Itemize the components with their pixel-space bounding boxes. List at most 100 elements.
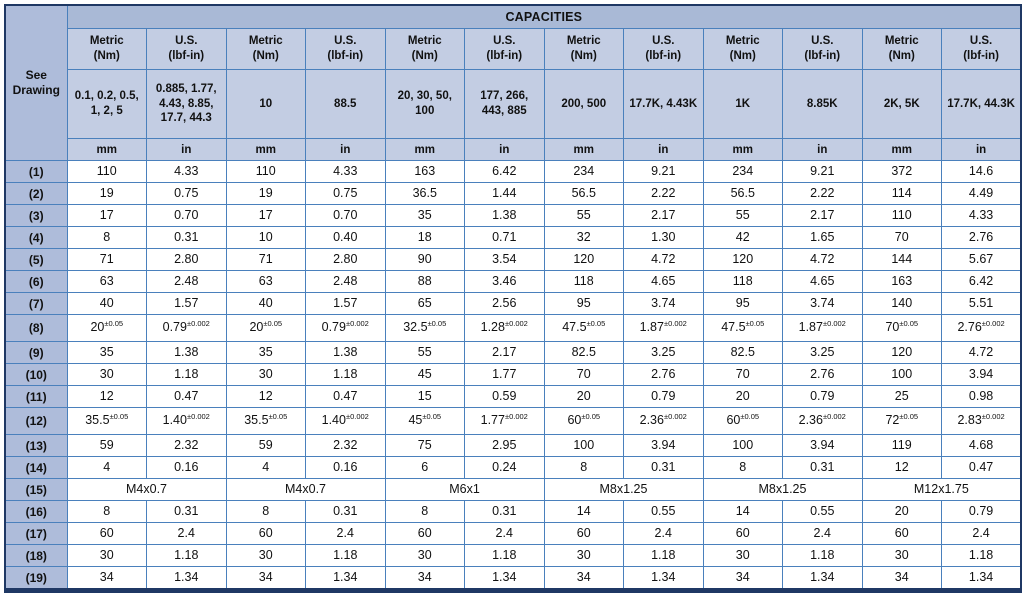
row-label: (5) [4,248,68,271]
tolerance-superscript: ±0.002 [822,411,846,421]
table-cell: 32 [543,226,624,249]
table-cell: 34 [384,566,465,591]
uom-in-label: in [941,138,1022,161]
table-cell: 19 [225,182,306,205]
tolerance-superscript: ±0.002 [822,318,846,328]
metric-unit-header: Metric (Nm) [66,28,147,70]
table-cell: 12 [225,385,306,408]
row-label: (1) [4,160,68,183]
tolerance-superscript: ±0.05 [268,411,288,421]
table-cell: 8 [702,456,783,479]
table-cell: 35 [66,341,147,364]
table-cell: 15 [384,385,465,408]
table-cell: 32.5±0.05 [384,314,465,342]
uom-in-label: in [464,138,545,161]
table-cell: 47.5±0.05 [543,314,624,342]
table-cell: 3.74 [782,292,863,315]
table-cell: 82.5 [543,341,624,364]
capacities-title: CAPACITIES [66,4,1022,29]
tolerance-superscript: ±0.002 [663,411,687,421]
us-capacity-values: 177, 266, 443, 885 [464,69,545,139]
table-cell: 2.76 [623,363,704,386]
table-cell: 30 [225,544,306,567]
table-cell: 30 [384,544,465,567]
table-cell: 34 [66,566,147,591]
table-cell: 95 [543,292,624,315]
table-cell: 95 [702,292,783,315]
table-cell: M4x0.7 [225,478,386,501]
table-cell: 30 [66,544,147,567]
table-cell: 71 [225,248,306,271]
table-cell: 1.18 [782,544,863,567]
table-cell: M8x1.25 [543,478,704,501]
table-cell: 60±0.05 [543,407,624,435]
table-cell: 60 [225,522,306,545]
table-cell: 0.31 [464,500,545,523]
metric-capacity-values: 0.1, 0.2, 0.5, 1, 2, 5 [66,69,147,139]
table-cell: 30 [225,363,306,386]
table-cell: 120 [861,341,942,364]
table-cell: 56.5 [702,182,783,205]
tolerance-superscript: ±0.05 [581,411,601,421]
table-cell: 55 [384,341,465,364]
table-cell: 3.74 [623,292,704,315]
table-cell: 100 [861,363,942,386]
table-cell: 4 [66,456,147,479]
table-cell: 2.76 [941,226,1022,249]
table-cell: 4.33 [146,160,227,183]
tolerance-superscript: ±0.05 [899,318,919,328]
table-cell: 118 [702,270,783,293]
table-cell: 1.40±0.002 [146,407,227,435]
table-cell: 100 [702,434,783,457]
table-header: See Drawing CAPACITIES Metric (Nm) U.S. (… [4,4,1022,161]
table-cell: 75 [384,434,465,457]
row-label: (12) [4,407,68,435]
table-cell: 144 [861,248,942,271]
tolerance-superscript: ±0.002 [504,411,528,421]
row-label: (9) [4,341,68,364]
table-cell: 14.6 [941,160,1022,183]
table-cell: 1.40±0.002 [305,407,386,435]
table-cell: 82.5 [702,341,783,364]
table-cell: M12x1.75 [861,478,1022,501]
table-cell: 0.31 [146,226,227,249]
metric-capacity-values: 20, 30, 50, 100 [384,69,465,139]
table-cell: 0.71 [464,226,545,249]
table-cell: 1.87±0.002 [623,314,704,342]
table-cell: 0.40 [305,226,386,249]
metric-capacity-values: 2K, 5K [861,69,942,139]
table-cell: 2.32 [305,434,386,457]
table-cell: 6.42 [941,270,1022,293]
table-cell: 4.65 [623,270,704,293]
tolerance-superscript: ±0.05 [740,411,760,421]
table-cell: 1.44 [464,182,545,205]
table-cell: 45±0.05 [384,407,465,435]
table-cell: 0.55 [623,500,704,523]
table-cell: 19 [66,182,147,205]
table-cell: 2.4 [464,522,545,545]
table-cell: 8 [225,500,306,523]
table-cell: 8 [384,500,465,523]
row-label: (16) [4,500,68,523]
table-cell: M4x0.7 [66,478,227,501]
title-row: See Drawing CAPACITIES [4,4,1022,161]
table-cell: 2.80 [146,248,227,271]
table-cell: 4 [225,456,306,479]
us-unit-header: U.S. (lbf-in) [464,28,545,70]
table-cell: 0.70 [146,204,227,227]
table-row: (8) 20±0.05 0.79±0.002 20±0.05 0.79±0.002 32.… [4,314,1022,342]
table-cell: 9.21 [623,160,704,183]
table-cell: 1.18 [305,544,386,567]
table-cell: 4.72 [941,341,1022,364]
row-label: (11) [4,385,68,408]
table-cell: 40 [225,292,306,315]
table-cell: 1.77±0.002 [464,407,545,435]
table-cell: 59 [225,434,306,457]
table-cell: 8 [543,456,624,479]
table-cell: 8 [66,500,147,523]
metric-unit-header: Metric (Nm) [225,28,306,70]
table-cell: 110 [225,160,306,183]
metric-capacity-values: 200, 500 [543,69,624,139]
uom-mm-label: mm [861,138,942,161]
table-cell: 3.54 [464,248,545,271]
